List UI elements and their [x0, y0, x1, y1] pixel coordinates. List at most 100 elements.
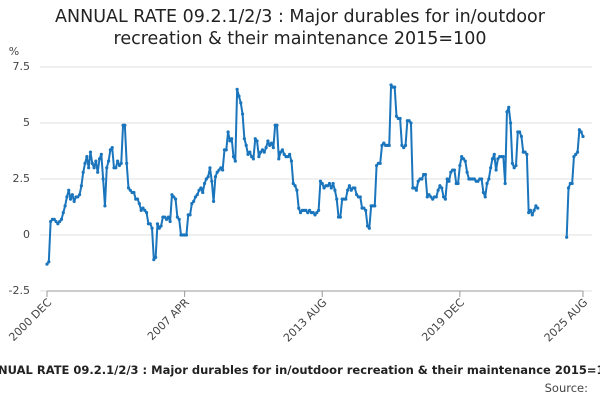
point — [231, 155, 236, 159]
point — [398, 116, 402, 121]
point — [97, 157, 102, 161]
point — [447, 179, 451, 183]
point — [177, 217, 181, 221]
point — [240, 112, 245, 116]
point — [530, 213, 534, 217]
point — [253, 137, 257, 141]
point — [230, 137, 234, 141]
point — [373, 204, 377, 208]
point — [255, 139, 259, 143]
point — [211, 199, 216, 203]
point — [449, 170, 453, 174]
point — [45, 262, 49, 266]
point — [213, 175, 218, 179]
point — [438, 184, 442, 188]
point — [355, 193, 359, 197]
point — [163, 215, 167, 219]
point — [476, 179, 480, 183]
point — [150, 226, 154, 230]
point — [114, 166, 118, 170]
point — [483, 195, 487, 199]
point — [197, 188, 201, 192]
x-tick-label: 2025 AUG — [542, 296, 591, 345]
point — [208, 166, 212, 170]
point — [378, 161, 382, 165]
point — [132, 190, 136, 195]
point — [492, 152, 496, 156]
point — [68, 197, 73, 201]
point — [519, 134, 524, 139]
point — [458, 163, 462, 168]
point — [128, 188, 132, 192]
point — [577, 128, 581, 132]
point — [523, 150, 527, 154]
point — [144, 211, 149, 215]
point — [159, 224, 163, 228]
point — [103, 204, 107, 208]
point — [338, 215, 342, 219]
point — [536, 206, 540, 210]
point — [259, 150, 263, 154]
point — [125, 161, 129, 165]
point — [126, 186, 131, 190]
point — [65, 195, 69, 199]
point — [251, 157, 256, 161]
point — [318, 179, 323, 183]
point — [326, 184, 330, 188]
point — [297, 206, 301, 210]
point — [445, 177, 449, 181]
point — [77, 193, 82, 197]
point — [47, 260, 51, 264]
point — [416, 179, 420, 183]
y-tick-label: 2.5 — [13, 172, 31, 185]
point — [518, 130, 522, 134]
point — [566, 186, 571, 190]
point — [226, 130, 230, 134]
point — [81, 170, 85, 174]
point — [193, 195, 198, 199]
point — [481, 190, 486, 195]
point — [172, 195, 176, 199]
point — [56, 222, 60, 226]
point — [317, 208, 321, 212]
point — [429, 195, 433, 199]
point — [219, 166, 223, 170]
point — [423, 172, 428, 177]
point — [166, 215, 170, 219]
point — [58, 219, 62, 224]
point — [331, 181, 335, 186]
point — [532, 208, 536, 212]
point — [239, 101, 243, 105]
point — [269, 141, 274, 145]
point — [460, 155, 464, 159]
point — [402, 146, 406, 150]
point — [512, 166, 516, 170]
point — [574, 152, 578, 156]
point — [199, 186, 203, 190]
point — [280, 148, 285, 152]
point — [217, 168, 221, 172]
point — [434, 195, 438, 199]
point — [407, 119, 411, 123]
point — [414, 188, 419, 192]
point — [237, 94, 241, 98]
point — [67, 188, 71, 192]
point — [322, 186, 326, 190]
point — [204, 177, 208, 181]
chart-title: ANNUAL RATE 09.2.1/2/3 : Major durables … — [55, 7, 545, 49]
point — [501, 155, 505, 159]
point — [510, 161, 514, 165]
point — [157, 226, 161, 230]
point — [233, 159, 237, 163]
y-tick-label: 7.5 — [13, 60, 31, 73]
point — [452, 168, 457, 172]
source: Source: — [544, 381, 588, 395]
point — [427, 193, 431, 197]
point — [333, 188, 337, 192]
point — [87, 166, 91, 170]
point — [579, 130, 583, 134]
point — [52, 217, 56, 221]
point — [364, 208, 368, 212]
point — [266, 139, 270, 143]
point — [101, 177, 105, 181]
